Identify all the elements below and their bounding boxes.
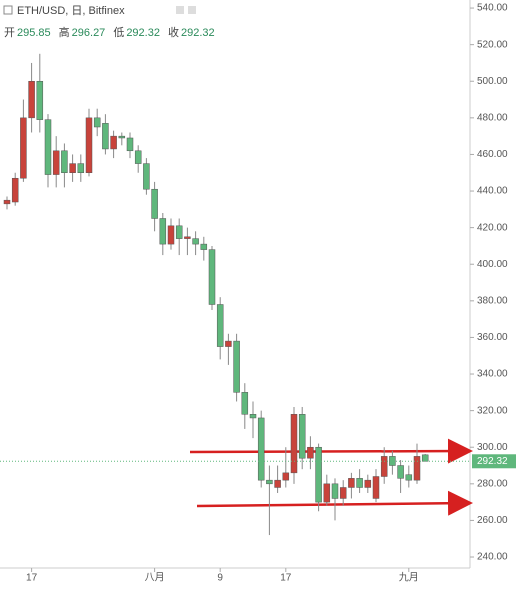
- x-tick-label: 八月: [145, 572, 165, 584]
- candle-body: [69, 163, 76, 173]
- y-tick-label: 360.00: [477, 332, 508, 343]
- ohlc-value: 292.32: [126, 27, 160, 39]
- candle-body: [249, 414, 257, 419]
- candle-body: [298, 414, 306, 459]
- y-tick-label: 480.00: [477, 112, 508, 123]
- x-tick-label: 九月: [399, 572, 419, 584]
- candle-body: [225, 340, 232, 347]
- candle-body: [28, 80, 35, 119]
- y-tick-label: 340.00: [477, 369, 508, 380]
- last-price-label: 292.32: [477, 456, 508, 467]
- candle-body: [315, 446, 322, 503]
- annotation-arrow: [196, 490, 473, 516]
- candle-body: [364, 479, 372, 488]
- collapse-icon[interactable]: [3, 5, 13, 15]
- x-tick-label: 9: [217, 573, 223, 584]
- y-tick-label: 500.00: [477, 76, 508, 87]
- y-tick-label: 300.00: [477, 442, 508, 453]
- annotation-arrow: [189, 438, 473, 464]
- chart-title: ETH/USD, 日, Bitfinex: [17, 5, 125, 17]
- y-tick-label: 240.00: [477, 552, 508, 563]
- y-tick-label: 540.00: [477, 3, 508, 14]
- y-tick-label: 440.00: [477, 186, 508, 197]
- candle-body: [216, 304, 224, 347]
- candle-body: [405, 474, 413, 481]
- candle-body: [323, 483, 331, 503]
- candle-body: [356, 478, 363, 488]
- candle-body: [61, 150, 68, 173]
- candle-body: [372, 476, 380, 499]
- candle-body: [36, 80, 44, 120]
- candle-body: [208, 249, 216, 305]
- ohlc-label: 开: [4, 27, 15, 39]
- y-tick-label: 460.00: [477, 149, 508, 160]
- candle-body: [20, 117, 27, 179]
- candle-body: [151, 188, 158, 219]
- candle-body: [134, 150, 142, 164]
- y-tick-label: 400.00: [477, 259, 508, 270]
- candle-body: [274, 479, 281, 488]
- ohlc-label: 低: [113, 26, 124, 39]
- candle-body: [200, 243, 208, 250]
- candle-body: [52, 150, 60, 175]
- candle-body: [85, 117, 93, 173]
- candle-body: [11, 177, 19, 203]
- candle-body: [282, 472, 290, 481]
- candle-body: [192, 238, 199, 245]
- candle-body: [389, 456, 396, 466]
- candle-body: [397, 465, 404, 479]
- ohlc-label: 高: [59, 25, 70, 39]
- candle-body: [184, 236, 191, 239]
- candle-body: [175, 225, 183, 239]
- candle-body: [118, 135, 126, 139]
- candle-body: [380, 456, 388, 477]
- y-tick-label: 280.00: [477, 478, 508, 489]
- ohlc-value: 292.32: [181, 27, 215, 39]
- candle-body: [3, 199, 11, 205]
- ohlc-value: 296.27: [72, 27, 106, 39]
- y-tick-label: 520.00: [477, 39, 508, 50]
- candle-body: [159, 218, 167, 245]
- x-tick-label: 17: [26, 573, 38, 584]
- candle-body: [167, 225, 175, 245]
- candle-body: [126, 137, 134, 152]
- candle-body: [266, 479, 273, 485]
- y-tick-label: 420.00: [477, 222, 508, 233]
- candle-body: [233, 340, 240, 393]
- candle-body: [44, 119, 52, 175]
- candle-body: [348, 478, 355, 488]
- candle-body: [307, 446, 314, 459]
- candle-body: [110, 135, 117, 150]
- settings-icon[interactable]: [176, 6, 184, 14]
- ohlc-value: 295.85: [17, 27, 51, 39]
- y-tick-label: 320.00: [477, 405, 508, 416]
- candle-body: [339, 487, 347, 499]
- candle-body: [241, 392, 249, 415]
- candle-body: [257, 417, 265, 481]
- candle-body: [102, 123, 109, 150]
- candle-body: [93, 117, 101, 128]
- x-tick-label: 17: [280, 573, 292, 584]
- y-tick-label: 260.00: [477, 515, 508, 526]
- ohlc-label: 收: [168, 25, 179, 39]
- y-tick-label: 380.00: [477, 295, 508, 306]
- candle-body: [421, 454, 429, 462]
- ohlc-header: 开 295.85 高 296.27 低 292.32 收 292.32: [4, 25, 215, 39]
- candle-body: [290, 414, 298, 474]
- close-icon[interactable]: [188, 6, 196, 14]
- candle-body: [331, 483, 339, 499]
- candle-body: [77, 163, 85, 173]
- candle-body: [143, 163, 150, 190]
- candle-body: [413, 456, 421, 481]
- last-price-tag: [472, 454, 516, 469]
